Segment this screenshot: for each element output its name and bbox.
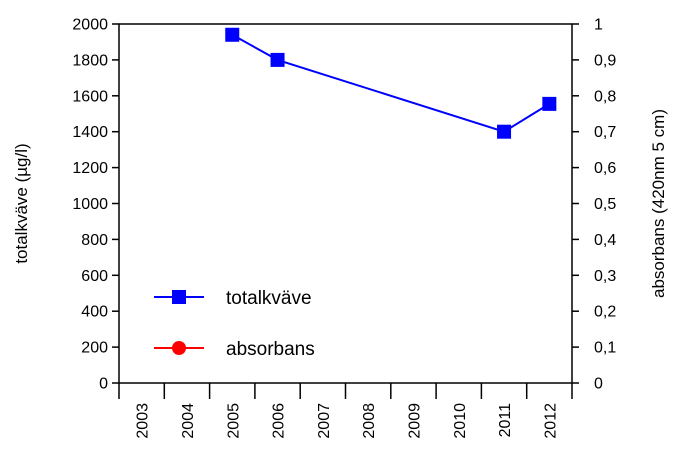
y-tick-label: 800 bbox=[81, 232, 108, 249]
y2-tick-label: 0,8 bbox=[594, 88, 616, 105]
y2-axis-title: absorbans (420nm 5 cm) bbox=[649, 109, 668, 298]
y2-tick-label: 0,7 bbox=[594, 124, 616, 141]
x-tick-label: 2003 bbox=[135, 403, 152, 439]
y-tick-label: 2000 bbox=[72, 17, 108, 34]
series-line bbox=[231, 33, 550, 133]
y-tick-label: 1400 bbox=[72, 124, 108, 141]
y2-tick-label: 0,6 bbox=[594, 160, 616, 177]
y2-tick-label: 0,3 bbox=[594, 268, 616, 285]
data-point bbox=[497, 124, 512, 139]
y2-tick-label: 0,1 bbox=[594, 340, 616, 357]
y2-tick-label: 0,5 bbox=[594, 196, 616, 213]
x-tick-label: 2005 bbox=[225, 403, 242, 439]
y-tick-label: 200 bbox=[81, 340, 108, 357]
data-point bbox=[542, 96, 557, 111]
y-tick-label: 1600 bbox=[72, 88, 108, 105]
legend: totalkväve absorbans bbox=[154, 288, 315, 360]
legend-label: absorbans bbox=[226, 339, 315, 360]
series-layer bbox=[225, 27, 557, 139]
y2-tick-label: 0,2 bbox=[594, 304, 616, 321]
x-tick-label: 2004 bbox=[180, 403, 197, 439]
legend-marker bbox=[172, 290, 186, 304]
y2-tick-label: 1 bbox=[594, 17, 603, 34]
ticks: 0 200 400 600 800 1000 1200 1400 1600 1800 2000 0 0,… bbox=[72, 17, 616, 439]
y-tick-label: 400 bbox=[81, 304, 108, 321]
data-point bbox=[270, 52, 285, 67]
legend-marker bbox=[172, 341, 186, 355]
y2-tick-label: 0 bbox=[594, 376, 603, 393]
x-tick-label: 2007 bbox=[316, 403, 333, 439]
x-tick-label: 2010 bbox=[452, 403, 469, 439]
axes bbox=[118, 23, 573, 384]
x-tick-label: 2009 bbox=[406, 403, 423, 439]
x-tick-label: 2012 bbox=[542, 403, 559, 439]
y-tick-label: 1200 bbox=[72, 160, 108, 177]
y-tick-label: 1000 bbox=[72, 196, 108, 213]
y2-tick-label: 0,9 bbox=[594, 52, 616, 69]
y2-tick-label: 0,4 bbox=[594, 232, 616, 249]
y-tick-label: 600 bbox=[81, 268, 108, 285]
legend-label: totalkväve bbox=[226, 288, 312, 309]
y-tick-label: 1800 bbox=[72, 52, 108, 69]
x-tick-label: 2011 bbox=[497, 403, 514, 438]
y-axis-title: totalkväve (µg/l) bbox=[12, 143, 31, 263]
plot-frame bbox=[118, 23, 573, 384]
x-tick-label: 2008 bbox=[361, 403, 378, 439]
data-point bbox=[225, 27, 240, 42]
x-tick-label: 2006 bbox=[271, 403, 288, 439]
y-tick-label: 0 bbox=[99, 376, 108, 393]
